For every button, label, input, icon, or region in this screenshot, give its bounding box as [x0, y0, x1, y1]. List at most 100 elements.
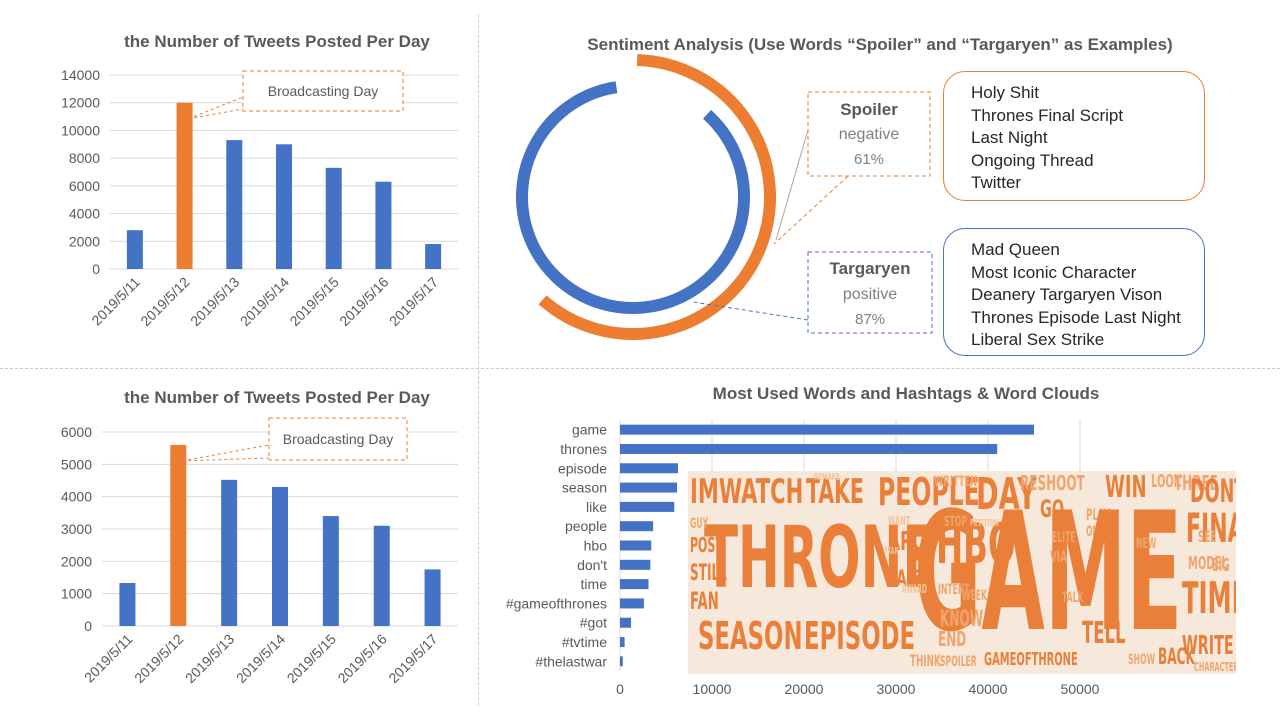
bar [322, 516, 339, 626]
tweets-per-day-chart-top: the Number of Tweets Posted Per Day 0 200… [61, 32, 458, 330]
x-tick-label: 2019/5/17 [386, 274, 442, 330]
spoiler-sentiment: negative [839, 126, 900, 143]
bar [325, 167, 342, 269]
annotation-leader [182, 457, 270, 462]
y-tick-label: 14000 [61, 67, 100, 83]
word-cloud-word: KNOW [940, 607, 984, 632]
spoiler-ring [538, 54, 776, 340]
x-tick-label: 2019/5/17 [385, 631, 441, 687]
word-cloud-word: WRITE [1182, 631, 1234, 661]
bar [620, 598, 644, 609]
y-tick-label: hbo [584, 538, 608, 554]
sentiment-analysis-chart: Sentiment Analysis (Use Words “Spoiler” … [516, 35, 1173, 340]
x-tick-label: 2019/5/13 [187, 274, 243, 330]
annotation-box [242, 70, 404, 112]
bar [620, 579, 649, 590]
associated-word: Thrones Final Script [971, 105, 1124, 125]
bar [620, 656, 623, 667]
y-tick-label: 4000 [69, 206, 100, 222]
annotation-leader [182, 444, 270, 462]
annotation-leader [188, 108, 244, 120]
y-tick-label: time [581, 576, 608, 592]
word-cloud-word: TELL [1082, 616, 1126, 651]
bar [272, 486, 288, 626]
y-tick-label: 0 [92, 261, 100, 277]
x-tick-label: 40000 [969, 681, 1008, 697]
bar [226, 140, 243, 269]
x-tick-label: 20000 [785, 681, 824, 697]
y-tick-label: 5000 [61, 456, 92, 472]
word-cloud-word: EPISODE [804, 614, 916, 658]
word-cloud-word: VIA [1050, 547, 1067, 566]
word-cloud-word: STOP [944, 514, 967, 530]
x-tick-label: 50000 [1061, 681, 1100, 697]
associated-word: Deanery Targaryen Vison [971, 285, 1163, 304]
word-cloud-word: WIN [1105, 471, 1147, 505]
y-tick-label: season [562, 480, 607, 496]
word-cloud-word: PEOPLE [878, 471, 980, 514]
y-tick-label: 4000 [61, 489, 92, 505]
bar [620, 443, 998, 454]
x-tick-label: 2019/5/13 [182, 631, 238, 687]
word-cloud-word: TIME [1182, 573, 1236, 624]
y-tick-label: 2000 [69, 233, 100, 249]
horizontal-divider [0, 368, 1280, 369]
word-cloud-word: THINK [910, 651, 941, 670]
y-tick-label: #thelastwar [535, 653, 607, 669]
x-tick-label: 2019/5/14 [237, 274, 293, 330]
x-tick-label: 2019/5/15 [284, 631, 340, 687]
word-cloud-word: THRONE [704, 508, 937, 608]
bar [620, 637, 625, 648]
y-tick-label: 10000 [61, 122, 100, 138]
bar [276, 144, 292, 269]
y-tick-label: #tvtime [562, 634, 607, 650]
targaryen-ring [516, 81, 750, 314]
word-cloud-word: WEEK [962, 588, 987, 604]
word-cloud-word: ONE [1086, 524, 1105, 540]
word-cloud-word: ARC [888, 527, 924, 557]
x-tick-label: 2019/5/15 [286, 274, 342, 330]
y-tick-label: 6000 [69, 178, 100, 194]
bar [620, 559, 651, 570]
word-cloud-word: STILL [690, 561, 727, 586]
bar [424, 569, 441, 626]
x-tick-label: 30000 [877, 681, 916, 697]
associated-word: Liberal Sex Strike [971, 330, 1105, 349]
vertical-divider [478, 15, 479, 705]
y-tick-label: 6000 [61, 424, 92, 440]
chart-title: Most Used Words and Hashtags & Word Clou… [713, 384, 1100, 403]
bar [425, 244, 442, 269]
associated-word: Holy Shit [971, 83, 1040, 102]
y-tick-label: 3000 [61, 521, 92, 537]
word-cloud-word: WRITTEN [934, 474, 978, 490]
word-cloud-word: ELITE [1052, 530, 1076, 546]
word-cloud-word: GAME [914, 477, 1183, 668]
y-tick-label: thrones [560, 441, 607, 457]
word-cloud-word: FAN [690, 587, 719, 615]
x-tick-label: 0 [616, 681, 624, 697]
bar [620, 463, 678, 474]
word-cloud-word: IMWATCH [690, 472, 804, 512]
bar [620, 424, 1034, 435]
tweets-per-day-chart-bottom: the Number of Tweets Posted Per Day 0 100… [61, 388, 458, 687]
word-cloud-word: HBO [936, 512, 1016, 577]
bar [221, 479, 238, 626]
bar [375, 181, 392, 269]
word-cloud: IMWATCH TAKE PEOPLE WRITTEN DAY RESHOOT WIN LOO… [688, 471, 1236, 674]
x-tick-label: 2019/5/11 [88, 274, 143, 329]
targaryen-name: Targaryen [830, 259, 911, 278]
y-tick-label: people [565, 518, 607, 534]
targaryen-words-box: Mad Queen Most Iconic Character Deanery Ta… [943, 228, 1205, 356]
y-tick-label: 12000 [61, 95, 100, 111]
word-cloud-word: LOOK [1151, 471, 1182, 492]
spoiler-percent: 61% [854, 151, 884, 168]
targaryen-percent: 87% [855, 311, 885, 328]
bar [620, 540, 652, 551]
spoiler-leader-gray [775, 129, 809, 241]
word-cloud-word: TALK [1062, 590, 1084, 606]
word-cloud-word: SEASON [698, 614, 803, 658]
bar [620, 501, 675, 512]
associated-word: Most Iconic Character [971, 262, 1137, 282]
word-cloud-word: REMAKE [814, 472, 840, 483]
associated-word: Thrones Episode Last Night [971, 307, 1181, 327]
